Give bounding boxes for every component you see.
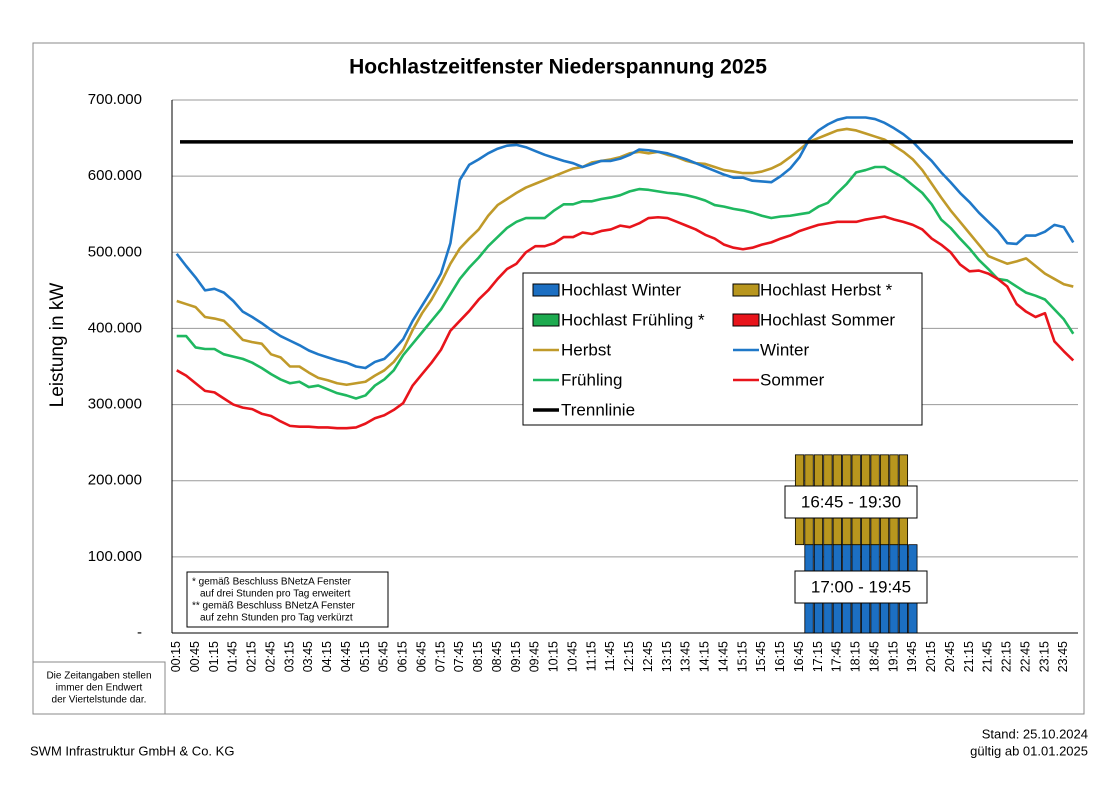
note-box	[32, 661, 166, 715]
x-tick-label: 15:15	[735, 641, 749, 672]
x-tick-label: 23:45	[1056, 641, 1070, 672]
x-tick-label: 06:15	[396, 641, 410, 672]
footnote: auf zehn Stunden pro Tag verkürzt	[200, 613, 353, 624]
x-tick-label: 03:45	[301, 641, 315, 672]
note: Die Zeitangaben stellen	[46, 671, 151, 682]
legend-label: Sommer	[760, 370, 825, 389]
x-tick-label: 04:15	[320, 641, 334, 672]
y-tick-label: 700.000	[88, 91, 142, 108]
x-tick-label: 08:15	[471, 641, 485, 672]
x-tick-label: 07:45	[452, 641, 466, 672]
y-tick-label: 300.000	[88, 396, 142, 413]
x-tick-label: 17:15	[811, 641, 825, 672]
y-tick-label: 200.000	[88, 472, 142, 489]
x-tick-label: 21:15	[962, 641, 976, 672]
footer-valid: gültig ab 01.01.2025	[970, 743, 1088, 758]
x-tick-label: 22:15	[1000, 641, 1014, 672]
x-tick-label: 10:45	[565, 641, 579, 672]
x-tick-label: 20:45	[943, 641, 957, 672]
legend-swatch	[532, 283, 560, 297]
x-tick-label: 16:45	[792, 641, 806, 672]
x-tick-label: 13:45	[679, 641, 693, 672]
legend-label: Herbst	[561, 340, 611, 359]
x-tick-label: 14:45	[716, 641, 730, 672]
chart-title: Hochlastzeitfenster Niederspannung 2025	[349, 56, 767, 79]
x-tick-label: 07:15	[433, 641, 447, 672]
x-tick-label: 12:15	[622, 641, 636, 672]
x-tick-label: 05:15	[358, 641, 372, 672]
x-tick-label: 02:45	[263, 641, 277, 672]
legend-label: Hochlast Winter	[561, 280, 681, 299]
note: immer den Endwert	[56, 683, 143, 694]
x-tick-label: 11:15	[584, 641, 598, 671]
x-tick-label: 03:15	[282, 641, 296, 672]
x-tick-label: 04:45	[339, 641, 353, 672]
y-axis-label: Leistung in kW	[47, 283, 68, 408]
x-tick-label: 09:45	[528, 641, 542, 672]
x-tick-label: 17:45	[830, 641, 844, 672]
line-series	[176, 127, 1074, 387]
legend-label: Hochlast Herbst *	[760, 280, 893, 299]
x-tick-label: 00:45	[188, 641, 202, 672]
line-series	[176, 215, 1075, 430]
x-tick-label: 12:45	[641, 641, 655, 672]
y-tick-label: 100.000	[88, 548, 142, 565]
x-tick-label: 01:15	[207, 641, 221, 672]
x-tick-label: 14:15	[698, 641, 712, 672]
note: der Viertelstunde dar.	[52, 695, 147, 706]
legend-swatch	[532, 313, 560, 327]
legend-box	[522, 272, 923, 426]
x-tick-label: 15:45	[754, 641, 768, 672]
footer-company: SWM Infrastruktur GmbH & Co. KG	[30, 743, 234, 758]
x-tick-label: 01:45	[226, 641, 240, 672]
x-tick-label: 00:15	[169, 641, 183, 672]
legend-swatch	[732, 313, 760, 327]
line-series	[175, 116, 1075, 370]
x-tick-label: 05:45	[377, 641, 391, 672]
footnote: auf drei Stunden pro Tag erweitert	[200, 589, 351, 600]
annotation-box	[784, 485, 918, 519]
legend-label: Hochlast Sommer	[760, 310, 895, 329]
annotation: 17:00 - 19:45	[811, 577, 911, 596]
x-tick-label: 22:45	[1018, 641, 1032, 672]
annotation: 16:45 - 19:30	[801, 492, 901, 511]
y-tick-label: 500.000	[88, 243, 142, 260]
x-tick-label: 18:15	[849, 641, 863, 672]
x-tick-label: 06:45	[414, 641, 428, 672]
x-tick-label: 13:15	[660, 641, 674, 672]
x-tick-label: 16:15	[773, 641, 787, 672]
annotation-box	[794, 570, 928, 604]
legend-label: Hochlast Frühling *	[561, 310, 705, 329]
legend-swatch	[732, 283, 760, 297]
x-tick-label: 19:45	[905, 641, 919, 672]
footnote: ** gemäß Beschluss BNetzA Fenster	[192, 601, 356, 612]
x-tick-label: 23:15	[1037, 641, 1051, 672]
y-tick-label: 600.000	[88, 167, 142, 184]
footnote-box	[186, 571, 389, 628]
x-tick-label: 10:15	[547, 641, 561, 672]
y-tick-label: 400.000	[88, 319, 142, 336]
x-tick-label: 18:45	[867, 641, 881, 672]
footer-stand: Stand: 25.10.2024	[982, 726, 1088, 741]
legend-label: Frühling	[561, 370, 622, 389]
x-tick-label: 19:15	[886, 641, 900, 672]
footnote: * gemäß Beschluss BNetzA Fenster	[192, 577, 352, 588]
y-tick-label: -	[137, 624, 142, 641]
x-tick-label: 09:15	[509, 641, 523, 672]
legend-label: Winter	[760, 340, 809, 359]
x-tick-label: 08:45	[490, 641, 504, 672]
x-tick-label: 02:15	[245, 641, 259, 672]
x-tick-label: 11:45	[603, 641, 617, 671]
legend-label: Trennlinie	[561, 400, 635, 419]
x-tick-label: 21:45	[981, 641, 995, 672]
x-tick-label: 20:15	[924, 641, 938, 672]
line-series	[176, 165, 1075, 400]
